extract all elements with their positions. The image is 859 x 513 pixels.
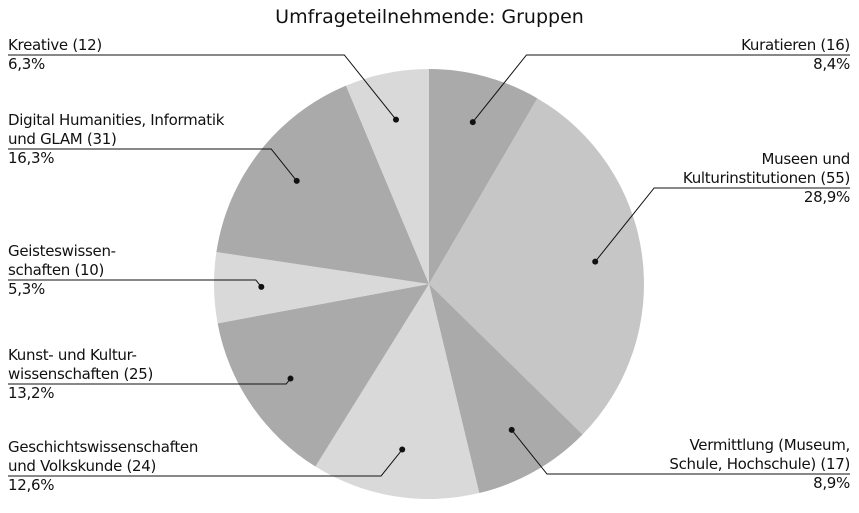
leader-dot	[399, 446, 406, 453]
leader-dot	[392, 116, 399, 123]
category-label: Digital Humanities, Informatik und GLAM …	[8, 111, 225, 148]
pie-slice	[429, 284, 583, 494]
leader-line	[8, 54, 397, 120]
leader-line	[472, 54, 850, 123]
leader-line	[594, 187, 850, 262]
pie-slice	[214, 252, 429, 324]
category-label: Kreative (12)	[8, 36, 102, 54]
category-label: Kunst- und Kultur- wissenschaften (25)	[8, 346, 154, 383]
category-label: Kuratieren (16)	[741, 36, 850, 54]
leader-line	[8, 449, 403, 477]
slice-label: Kunst- und Kultur- wissenschaften (25) 13…	[8, 346, 153, 403]
value-label: 8,9%	[813, 474, 850, 492]
category-label: Geisteswissen- schaften (10)	[8, 242, 116, 279]
pie-slice	[346, 69, 429, 284]
value-label: 6,3%	[8, 55, 45, 73]
slice-label: Digital Humanities, Informatik und GLAM …	[8, 111, 224, 168]
category-label: Geschichtswissenschaften und Volkskunde …	[8, 438, 199, 475]
value-label: 28,9%	[803, 188, 850, 206]
pie-slice	[315, 284, 480, 499]
leader-line	[8, 148, 298, 182]
pie-slice	[429, 98, 644, 435]
slice-label: Kuratieren (16) 8,4%	[741, 36, 850, 74]
leader-dot	[508, 426, 515, 433]
slice-label: Vermittlung (Museum, Schule, Hochschule)…	[669, 436, 850, 493]
value-label: 13,2%	[8, 384, 55, 402]
value-label: 8,4%	[813, 55, 850, 73]
value-label: 12,6%	[8, 476, 55, 494]
leader-line	[511, 429, 850, 475]
slice-label: Geschichtswissenschaften und Volkskunde …	[8, 438, 198, 495]
leader-dot	[469, 119, 476, 126]
category-label: Vermittlung (Museum, Schule, Hochschule)…	[669, 436, 850, 473]
slice-label: Kreative (12) 6,3%	[8, 36, 102, 74]
pie-slice	[216, 85, 429, 284]
leader-dot	[592, 258, 599, 265]
leader-dot	[258, 283, 265, 290]
pie-slice	[217, 284, 429, 467]
value-label: 5,3%	[8, 280, 45, 298]
value-label: 16,3%	[8, 149, 55, 167]
pie-slice	[429, 69, 538, 284]
leader-dot	[287, 375, 294, 382]
category-label: Museen und Kulturinstitutionen (55)	[682, 150, 850, 187]
slice-label: Museen und Kulturinstitutionen (55) 28,9%	[683, 150, 850, 207]
slice-label: Geisteswissen- schaften (10) 5,3%	[8, 242, 116, 299]
leader-dot	[293, 177, 300, 184]
chart-title: Umfrageteilnehmende: Gruppen	[275, 6, 584, 28]
